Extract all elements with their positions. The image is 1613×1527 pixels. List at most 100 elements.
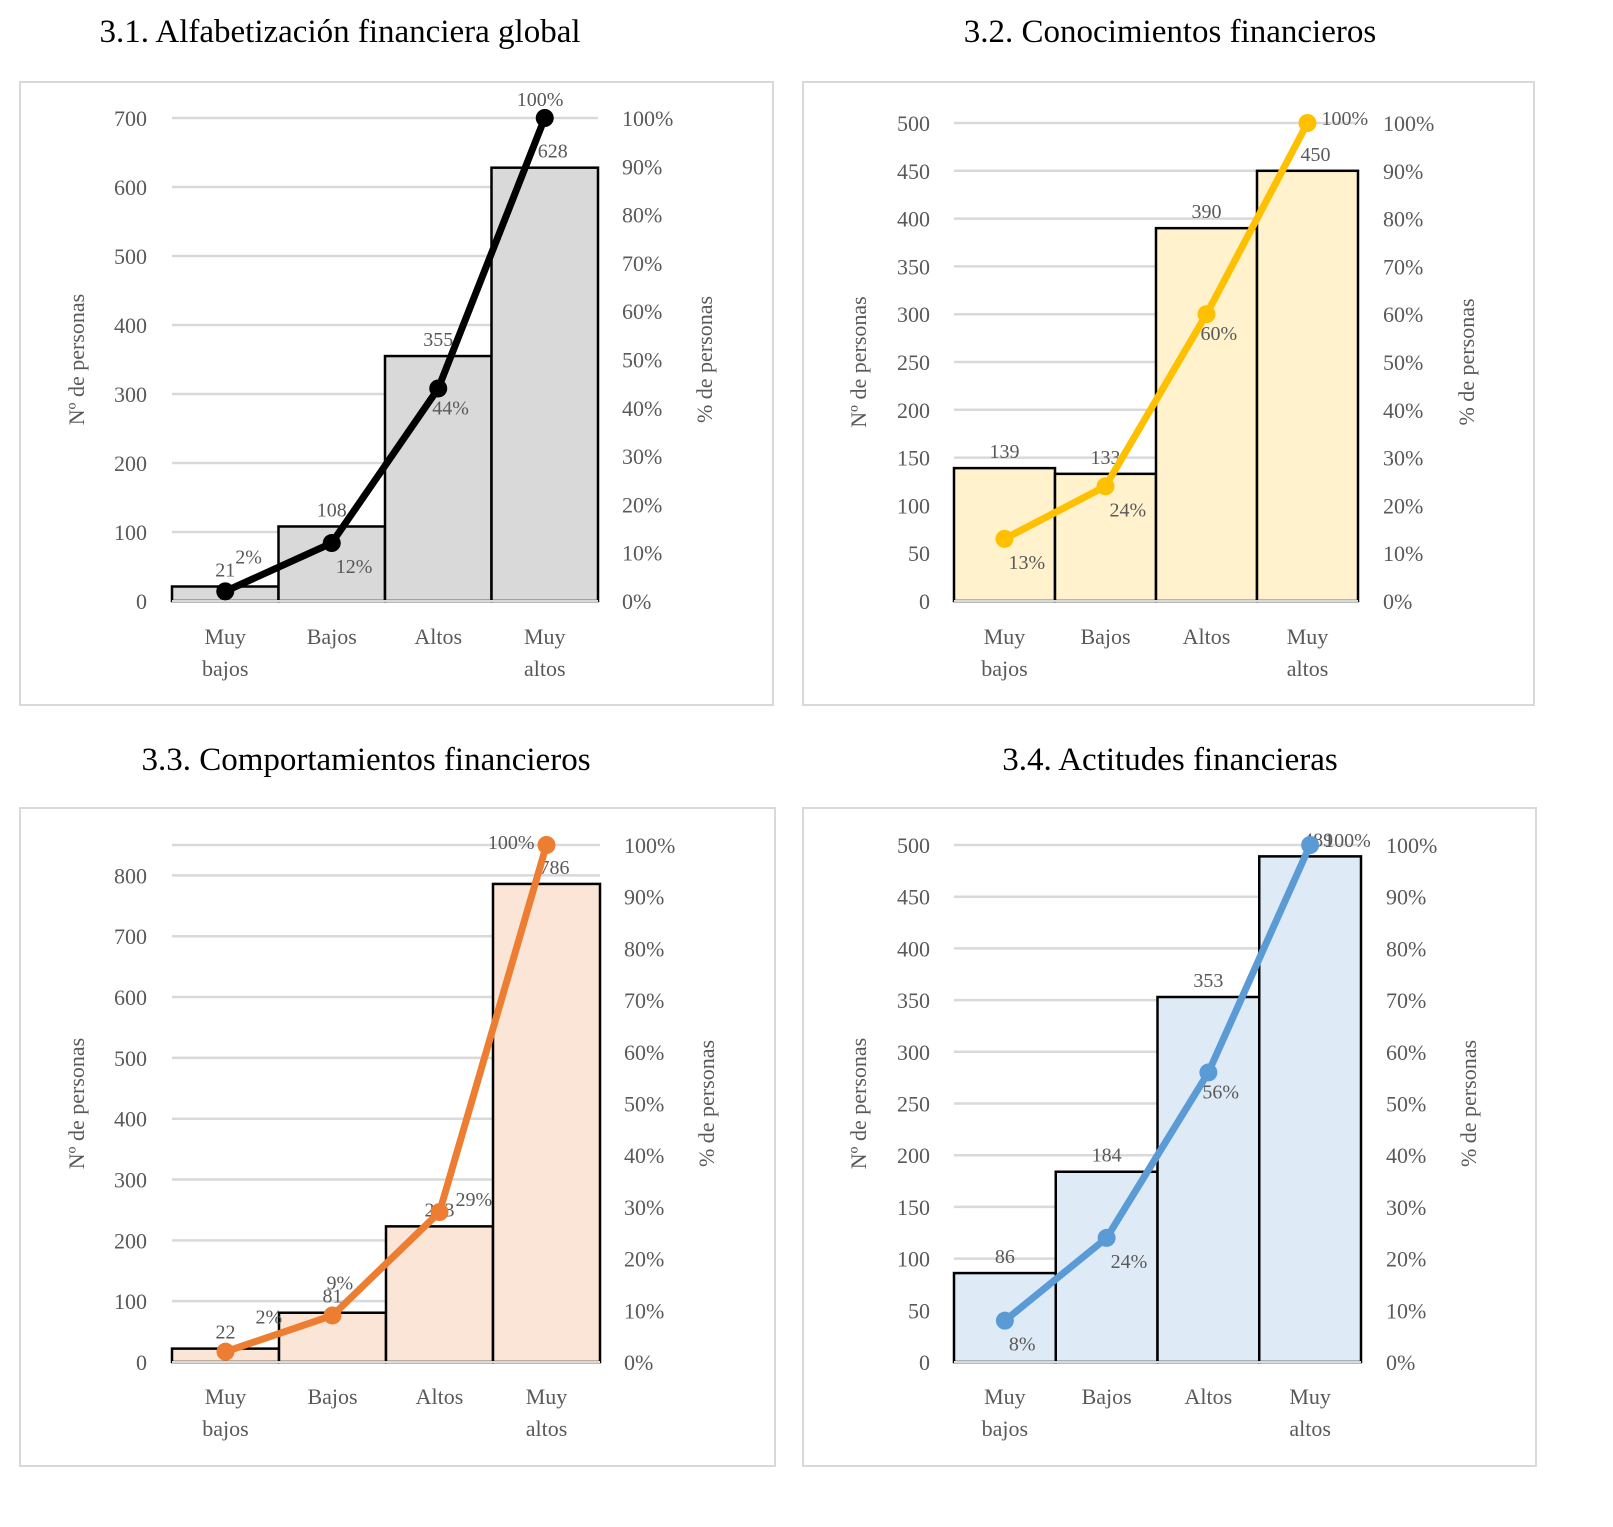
line-marker	[537, 836, 556, 854]
bar-value-label: 108	[317, 499, 347, 521]
line-value-label: 2%	[256, 1307, 283, 1329]
line-marker	[1298, 114, 1317, 132]
bar-value-label: 628	[538, 141, 568, 163]
line-marker	[1096, 477, 1115, 496]
y-tick-label: 100	[114, 520, 147, 545]
chart-title: 3.4. Actitudes financieras	[1002, 742, 1338, 778]
line-marker	[535, 109, 554, 127]
y-tick-label: 450	[897, 159, 930, 184]
chart-panel-3-4: 3.4. Actitudes financieras 0 50 100 150 200 2…	[800, 730, 1613, 1527]
bar-value-label: 184	[1092, 1145, 1122, 1167]
y-tick-label: 400	[897, 936, 930, 961]
bar-value-label: 355	[423, 329, 453, 351]
y-tick-label: 100	[897, 1247, 930, 1272]
chart-body: 0 50 100 150 200 250 300 350 400 450 500 0% 10% 20% 30…	[846, 829, 1481, 1441]
x-tick-label: bajos	[982, 1416, 1028, 1441]
y2-tick-label: 70%	[1386, 988, 1426, 1013]
y2-tick-label: 80%	[622, 203, 662, 228]
y-tick-label: 0	[136, 589, 147, 614]
line-marker	[1199, 1063, 1218, 1082]
y-tick-label: 50	[908, 541, 930, 566]
bar	[1255, 169, 1360, 603]
y-tick-label: 800	[114, 863, 147, 888]
y-axis-title: Nº de personas	[64, 1038, 89, 1169]
y-tick-label: 500	[897, 833, 930, 858]
y2-tick-label: 80%	[1386, 936, 1426, 961]
y-axis-title: Nº de personas	[846, 1038, 871, 1169]
y-tick-label: 200	[114, 451, 147, 476]
bar	[1156, 995, 1261, 1364]
y-tick-label: 250	[897, 1092, 930, 1117]
line-value-label: 24%	[1110, 499, 1147, 521]
bar-value-label: 22	[216, 1322, 236, 1344]
y2-tick-label: 10%	[624, 1298, 664, 1323]
line-value-label: 24%	[1111, 1251, 1148, 1273]
y-tick-label: 300	[114, 382, 147, 407]
x-tick-label: Bajos	[1082, 1384, 1132, 1409]
line-value-label: 44%	[432, 397, 469, 419]
line-marker	[216, 1342, 235, 1361]
y2-tick-label: 80%	[1383, 207, 1423, 232]
bar	[491, 882, 602, 1364]
x-tick-label: altos	[1289, 1416, 1331, 1441]
y2-tick-label: 0%	[1386, 1350, 1415, 1375]
y-tick-label: 400	[897, 207, 930, 232]
bar-value-label: 390	[1192, 201, 1222, 223]
line-marker	[323, 1306, 342, 1325]
y2-tick-label: 100%	[622, 106, 673, 131]
chart-panel-3-2: 3.2. Conocimientos financieros 0 50 100 150…	[800, 0, 1613, 730]
y2-tick-label: 40%	[1383, 398, 1423, 423]
y2-axis-title: % de personas	[692, 296, 717, 423]
y-tick-label: 250	[897, 350, 930, 375]
chart-title: 3.1. Alfabetización financiera global	[99, 14, 581, 50]
y2-axis-title: % de personas	[694, 1040, 719, 1167]
line-value-label: 56%	[1202, 1081, 1239, 1103]
bar-value-label: 353	[1193, 970, 1223, 992]
y-tick-label: 0	[919, 589, 930, 614]
bar	[1154, 226, 1259, 603]
line-marker	[216, 582, 235, 601]
x-tick-label: altos	[526, 1416, 568, 1441]
y-tick-label: 600	[114, 985, 147, 1010]
line-marker	[1097, 1228, 1116, 1247]
chart-plot: 0 50 100 150 200 250 300 350 400 450 500 0% 10% 20% 30…	[846, 108, 1479, 681]
y-tick-label: 400	[114, 313, 147, 338]
y-tick-label: 50	[908, 1298, 930, 1323]
chart-panel-3-1: 3.1. Alfabetización financiera global 0 1…	[0, 0, 800, 730]
bar-value-label: 786	[540, 857, 570, 879]
line-value-label: 13%	[1009, 552, 1046, 574]
bar-value-label: 86	[995, 1246, 1015, 1268]
y-tick-label: 500	[114, 1046, 147, 1071]
x-tick-label: Bajos	[307, 1384, 357, 1409]
y2-tick-label: 60%	[1386, 1040, 1426, 1065]
line-series	[1002, 843, 1314, 1324]
y-tick-label: 200	[114, 1228, 147, 1253]
chart-plot: 0 50 100 150 200 250 300 350 400 450 500 0% 10% 20% 30…	[846, 829, 1481, 1441]
line-marker	[322, 534, 341, 553]
y2-tick-label: 60%	[1383, 302, 1423, 327]
x-tick-label: Muy	[205, 1384, 247, 1409]
y2-tick-label: 20%	[624, 1247, 664, 1272]
y2-tick-label: 0%	[1383, 589, 1412, 614]
line-value-label: 29%	[456, 1189, 493, 1211]
y2-tick-label: 10%	[622, 541, 662, 566]
y2-axis-title: % de personas	[1456, 1040, 1481, 1167]
y-tick-label: 300	[897, 1040, 930, 1065]
y2-tick-label: 0%	[622, 589, 651, 614]
y-tick-label: 700	[114, 924, 147, 949]
chart-plot: 0 100 200 300 400 500 600 700 800 0% 10% 20% 30% 40% 5…	[64, 832, 719, 1441]
y-tick-label: 600	[114, 175, 147, 200]
chart-panel-3-3: 3.3. Comportamientos financieros 0 100 200…	[0, 730, 800, 1527]
x-tick-label: Muy	[984, 624, 1026, 649]
y-tick-label: 500	[897, 111, 930, 136]
y-tick-label: 0	[919, 1350, 930, 1375]
bar-value-label: 450	[1301, 144, 1331, 166]
line-marker	[430, 1203, 449, 1222]
y2-tick-label: 90%	[1386, 885, 1426, 910]
line-marker	[1197, 305, 1216, 324]
bar-value-label: 21	[215, 560, 235, 582]
line-value-label: 12%	[336, 556, 373, 578]
y2-tick-label: 100%	[1386, 833, 1437, 858]
y-axis-title: Nº de personas	[64, 294, 89, 425]
x-tick-label: altos	[1287, 656, 1329, 681]
